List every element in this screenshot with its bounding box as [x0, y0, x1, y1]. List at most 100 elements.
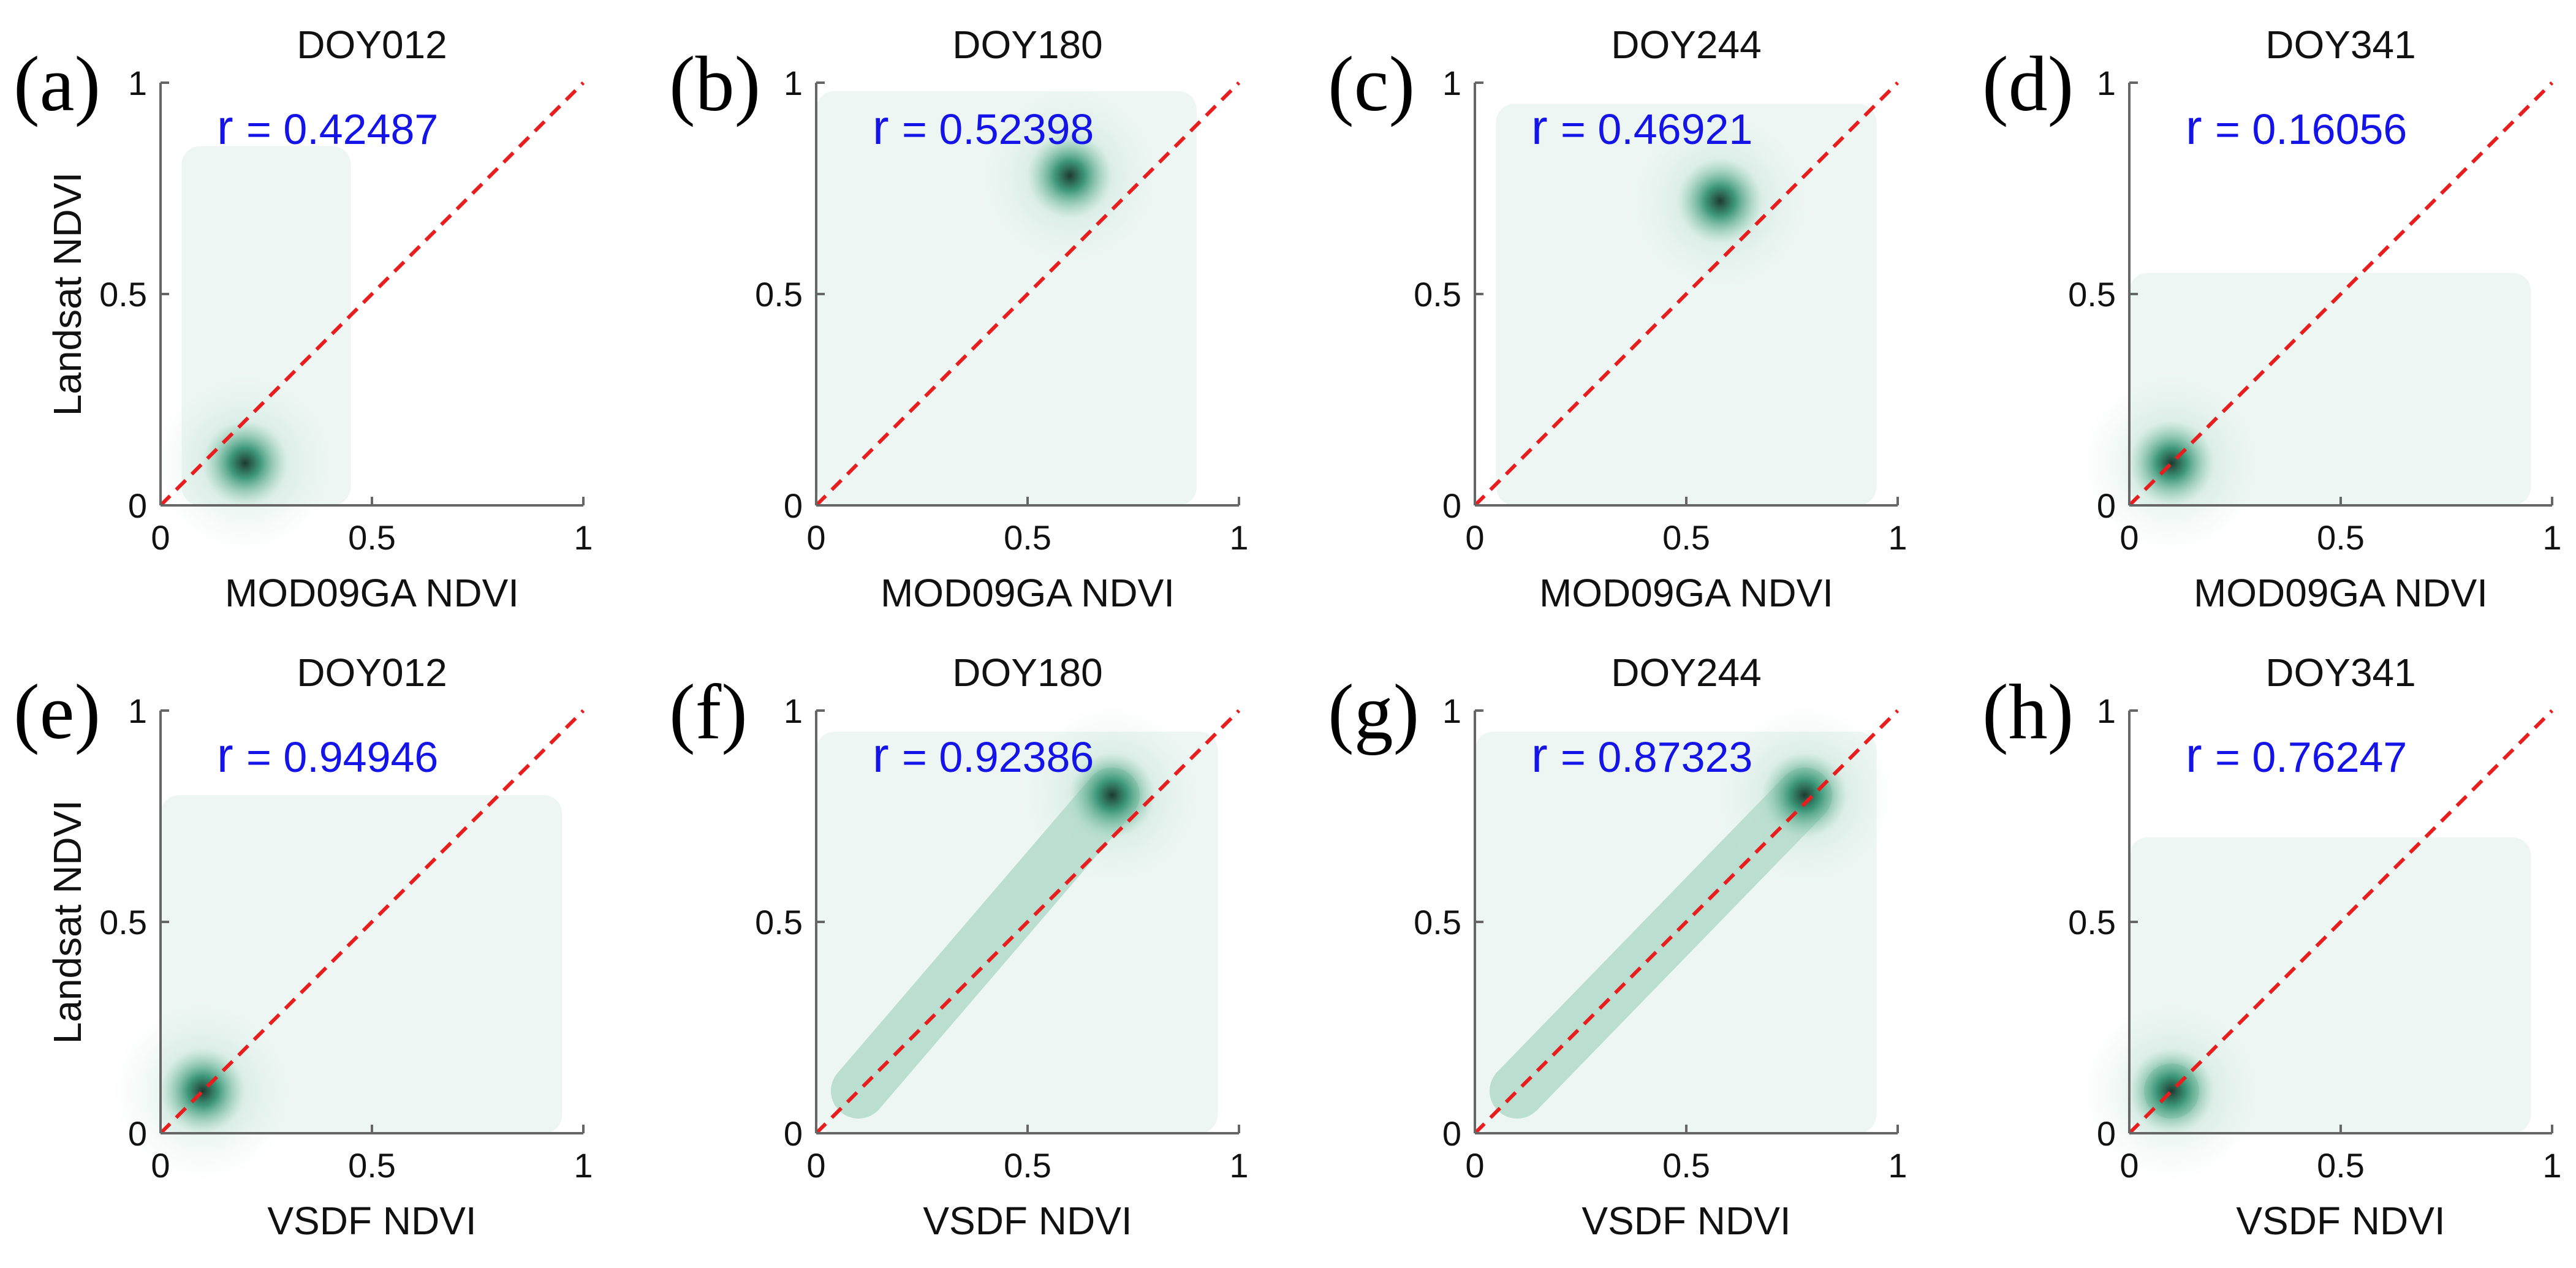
x-tick-label: 1 — [1229, 1146, 1248, 1185]
one-to-one-line — [159, 81, 585, 507]
y-tick-label: 0 — [2097, 486, 2116, 525]
x-tick-label: 0 — [2120, 1146, 2138, 1185]
r-value: = 0.76247 — [2215, 733, 2407, 781]
r-value: = 0.42487 — [246, 105, 438, 153]
scatter-panel: 00 0.5 0.5 1 1 (d) DOY341 r = 0.16056 MOD09GA NDV… — [1982, 23, 2562, 615]
r-value: = 0.52398 — [902, 105, 1094, 153]
x-axis-label: VSDF NDVI — [1582, 1199, 1790, 1243]
r-symbol: r — [1531, 728, 1548, 782]
scatter-panel: 00 0.5 0.5 1 1 (b) DOY180 r = 0.52398 MOD09GA NDV… — [669, 23, 1249, 615]
scatter-panel: 00 0.5 0.5 1 1 (e) DOY012 r = 0.94946 VSDF NDVI La… — [13, 651, 593, 1243]
x-tick-label: 0.5 — [1662, 518, 1710, 557]
density-peak — [160, 1048, 246, 1134]
x-tick-label: 1 — [2542, 518, 2561, 557]
panel-letter: (a) — [13, 40, 100, 127]
panel-title: DOY341 — [2265, 23, 2415, 67]
y-axis-label: Landsat NDVI — [45, 172, 89, 416]
one-to-one-line — [814, 81, 1241, 507]
x-axis-label: VSDF NDVI — [923, 1199, 1132, 1243]
panel-letter: (g) — [1328, 668, 1419, 755]
y-tick-label: 1 — [128, 692, 147, 730]
y-tick-label: 1 — [784, 692, 803, 730]
density-peak — [2129, 1048, 2214, 1134]
y-tick-label: 0.5 — [2068, 275, 2116, 314]
y-tick-label: 0 — [1442, 486, 1461, 525]
y-tick-label: 0.5 — [1414, 903, 1461, 942]
x-tick-label: 1 — [2542, 1146, 2561, 1185]
one-to-one-line — [1473, 81, 1900, 507]
x-tick-label: 0.5 — [348, 1146, 396, 1185]
y-tick-label: 0 — [1442, 1114, 1461, 1153]
scatter-panel: 00 0.5 0.5 1 1 (c) DOY244 r = 0.46921 MOD09GA NDV… — [1328, 23, 1907, 615]
x-tick-label: 0 — [2120, 518, 2138, 557]
r-value: = 0.87323 — [1561, 733, 1752, 781]
x-tick-label: 0.5 — [348, 518, 396, 557]
scatter-panel: 00 0.5 0.5 1 1 (a) DOY012 r = 0.42487 MOD09GA NDV… — [13, 23, 593, 615]
density-peak — [1027, 132, 1113, 219]
panel-letter: (f) — [669, 668, 748, 755]
r-value: = 0.16056 — [2215, 105, 2407, 153]
y-tick-label: 0.5 — [755, 275, 803, 314]
r-symbol: r — [873, 728, 889, 782]
y-tick-label: 1 — [1442, 692, 1461, 730]
y-tick-label: 0.5 — [2068, 903, 2116, 942]
y-tick-label: 1 — [2097, 692, 2116, 730]
y-tick-label: 1 — [2097, 64, 2116, 102]
r-symbol: r — [1531, 100, 1548, 154]
one-to-one-line — [2127, 709, 2554, 1135]
x-axis-label: MOD09GA NDVI — [2194, 571, 2488, 615]
density-peak — [1762, 752, 1848, 838]
r-value: = 0.46921 — [1561, 105, 1752, 153]
panel-letter: (c) — [1328, 40, 1415, 127]
one-to-one-line — [159, 709, 585, 1135]
y-tick-label: 0.5 — [755, 903, 803, 942]
y-tick-label: 0 — [2097, 1114, 2116, 1153]
r-symbol: r — [2186, 100, 2202, 154]
panel-letter: (h) — [1982, 668, 2074, 755]
r-value: = 0.92386 — [902, 733, 1094, 781]
one-to-one-line — [814, 709, 1241, 1135]
panel-letter: (e) — [13, 668, 100, 755]
x-axis-label: VSDF NDVI — [267, 1199, 476, 1243]
x-axis-label: MOD09GA NDVI — [225, 571, 519, 615]
y-tick-label: 0 — [784, 486, 803, 525]
panel-title: DOY012 — [297, 23, 447, 67]
x-tick-label: 0 — [806, 518, 825, 557]
y-tick-label: 0 — [128, 1114, 147, 1153]
y-tick-label: 1 — [784, 64, 803, 102]
density-peak — [202, 420, 288, 506]
x-tick-label: 0 — [1465, 518, 1484, 557]
r-symbol: r — [217, 728, 233, 782]
x-tick-label: 1 — [1229, 518, 1248, 557]
x-tick-label: 0.5 — [2317, 1146, 2365, 1185]
scatter-panel: 00 0.5 0.5 1 1 (f) DOY180 r = 0.92386 VSDF NDVI — [669, 651, 1249, 1243]
x-axis-label: MOD09GA NDVI — [1539, 571, 1833, 615]
x-tick-label: 1 — [1888, 1146, 1907, 1185]
density-peak — [2129, 420, 2214, 506]
x-tick-label: 0.5 — [1004, 518, 1051, 557]
panel-title: DOY244 — [1611, 23, 1761, 67]
panel-title: DOY180 — [952, 23, 1102, 67]
x-tick-label: 1 — [1888, 518, 1907, 557]
density-peak — [1677, 158, 1763, 244]
one-to-one-line — [1473, 709, 1900, 1135]
y-tick-label: 0 — [784, 1114, 803, 1153]
y-tick-label: 1 — [128, 64, 147, 102]
panel-letter: (d) — [1982, 40, 2074, 127]
x-tick-label: 0 — [1465, 1146, 1484, 1185]
y-tick-label: 0.5 — [99, 275, 147, 314]
y-tick-label: 0 — [128, 486, 147, 525]
x-tick-label: 1 — [574, 518, 593, 557]
x-axis-label: VSDF NDVI — [2236, 1199, 2445, 1243]
r-symbol: r — [873, 100, 889, 154]
panel-title: DOY244 — [1611, 651, 1761, 695]
r-symbol: r — [2186, 728, 2202, 782]
panel-title: DOY341 — [2265, 651, 2415, 695]
x-tick-label: 0.5 — [1004, 1146, 1051, 1185]
x-tick-label: 0 — [151, 518, 170, 557]
x-tick-label: 1 — [574, 1146, 593, 1185]
scatter-panel: 00 0.5 0.5 1 1 (g) DOY244 r = 0.87323 VSDF NDVI — [1328, 651, 1907, 1243]
x-tick-label: 0.5 — [2317, 518, 2365, 557]
scatter-panel: 00 0.5 0.5 1 1 (h) DOY341 r = 0.76247 VSDF NDVI — [1982, 651, 2562, 1243]
